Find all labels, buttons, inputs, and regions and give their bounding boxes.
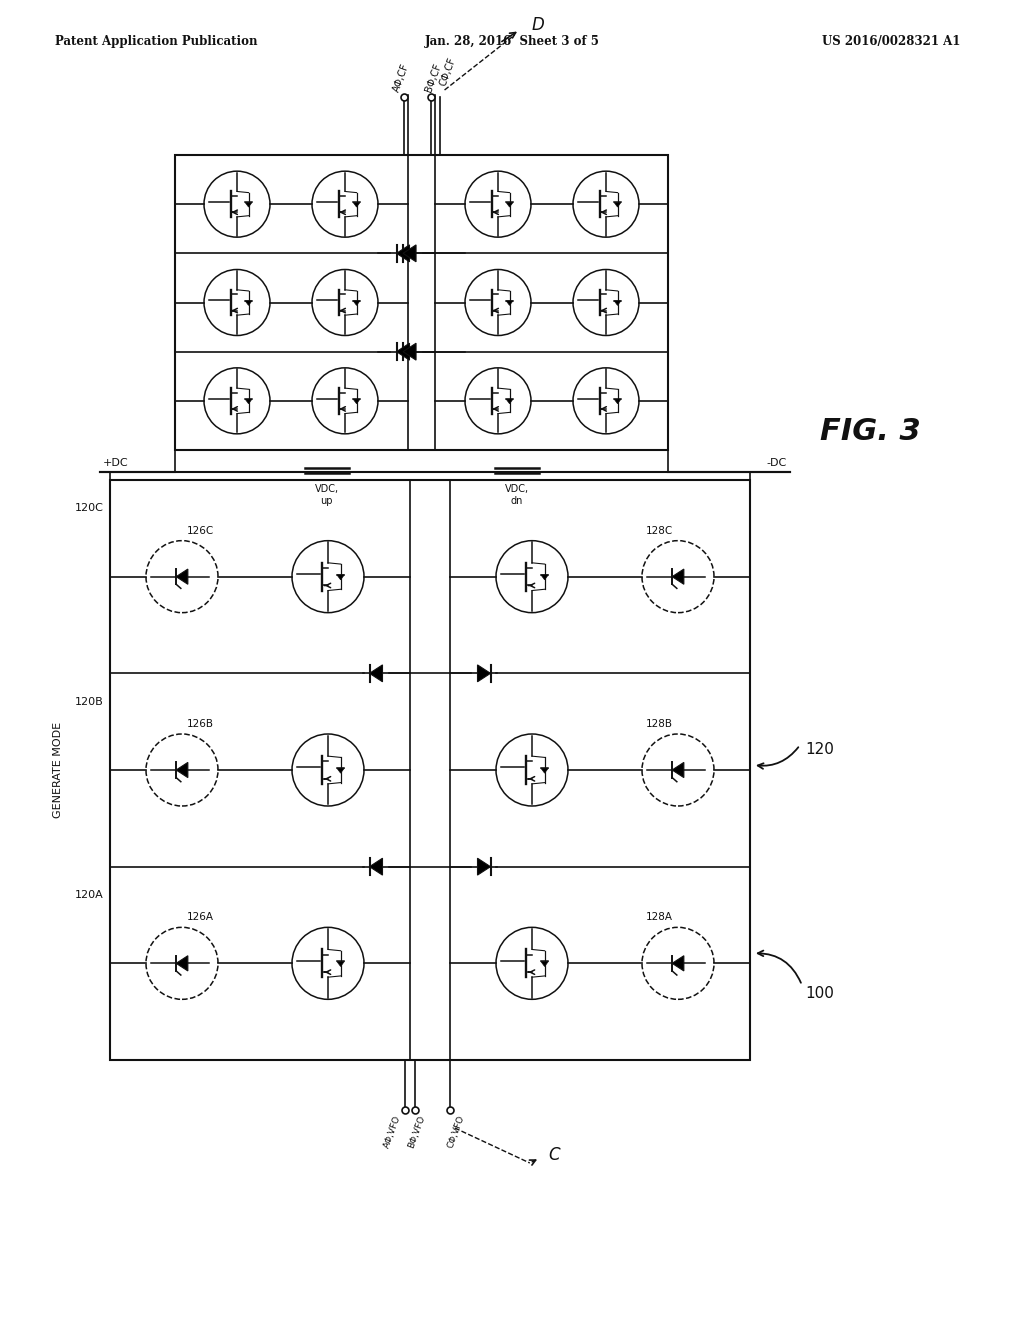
Text: 128A: 128A	[646, 912, 673, 923]
Polygon shape	[614, 301, 621, 305]
Text: 126A: 126A	[187, 912, 214, 923]
Text: D: D	[531, 16, 545, 34]
Text: Patent Application Publication: Patent Application Publication	[55, 36, 257, 48]
Text: BΦ,CF: BΦ,CF	[424, 62, 443, 92]
Polygon shape	[477, 665, 490, 682]
Polygon shape	[396, 343, 410, 360]
Text: C: C	[548, 1146, 559, 1164]
Text: AΦ,CF: AΦ,CF	[391, 62, 412, 92]
Text: 100: 100	[805, 986, 834, 1001]
Polygon shape	[337, 961, 344, 966]
Polygon shape	[245, 399, 252, 404]
Text: 126C: 126C	[187, 525, 214, 536]
Polygon shape	[506, 399, 513, 404]
Text: VDC,
up: VDC, up	[314, 484, 339, 506]
Text: Jan. 28, 2016  Sheet 3 of 5: Jan. 28, 2016 Sheet 3 of 5	[425, 36, 599, 48]
Polygon shape	[353, 301, 360, 305]
Polygon shape	[245, 301, 252, 305]
Polygon shape	[176, 763, 187, 777]
Polygon shape	[176, 569, 187, 585]
Polygon shape	[541, 768, 549, 774]
Text: CΦ,CF: CΦ,CF	[437, 55, 458, 87]
Polygon shape	[245, 202, 252, 207]
Text: 128B: 128B	[646, 719, 673, 729]
Polygon shape	[176, 956, 187, 972]
Text: FIG. 3: FIG. 3	[820, 417, 921, 446]
Polygon shape	[477, 858, 490, 875]
Polygon shape	[370, 858, 383, 875]
Text: 120A: 120A	[75, 890, 104, 900]
Polygon shape	[353, 399, 360, 404]
Text: US 2016/0028321 A1: US 2016/0028321 A1	[821, 36, 961, 48]
Polygon shape	[337, 574, 344, 579]
Polygon shape	[506, 202, 513, 207]
Polygon shape	[370, 665, 383, 682]
Polygon shape	[353, 202, 360, 207]
Text: GENERATE MODE: GENERATE MODE	[53, 722, 63, 818]
Polygon shape	[396, 246, 410, 261]
Polygon shape	[337, 768, 344, 774]
Polygon shape	[614, 399, 621, 404]
Polygon shape	[672, 569, 684, 585]
Polygon shape	[614, 202, 621, 207]
Text: 120: 120	[805, 742, 834, 758]
Text: -DC: -DC	[767, 458, 787, 469]
Text: +DC: +DC	[103, 458, 129, 469]
Text: VDC,
dn: VDC, dn	[505, 484, 528, 506]
Polygon shape	[672, 763, 684, 777]
Text: BΦ,VFO: BΦ,VFO	[407, 1114, 426, 1150]
Polygon shape	[403, 246, 416, 261]
Text: 120C: 120C	[75, 503, 104, 513]
Polygon shape	[541, 961, 549, 966]
Text: CΦ,VFO: CΦ,VFO	[445, 1114, 466, 1150]
Text: 128C: 128C	[646, 525, 673, 536]
Polygon shape	[403, 343, 416, 360]
Bar	[175, 154, 668, 450]
Text: AΦ,VFO: AΦ,VFO	[382, 1114, 402, 1150]
Bar	[110, 480, 750, 1060]
Polygon shape	[541, 574, 549, 579]
Polygon shape	[506, 301, 513, 305]
Text: 126B: 126B	[187, 719, 214, 729]
Text: 120B: 120B	[75, 697, 104, 706]
Polygon shape	[672, 956, 684, 972]
